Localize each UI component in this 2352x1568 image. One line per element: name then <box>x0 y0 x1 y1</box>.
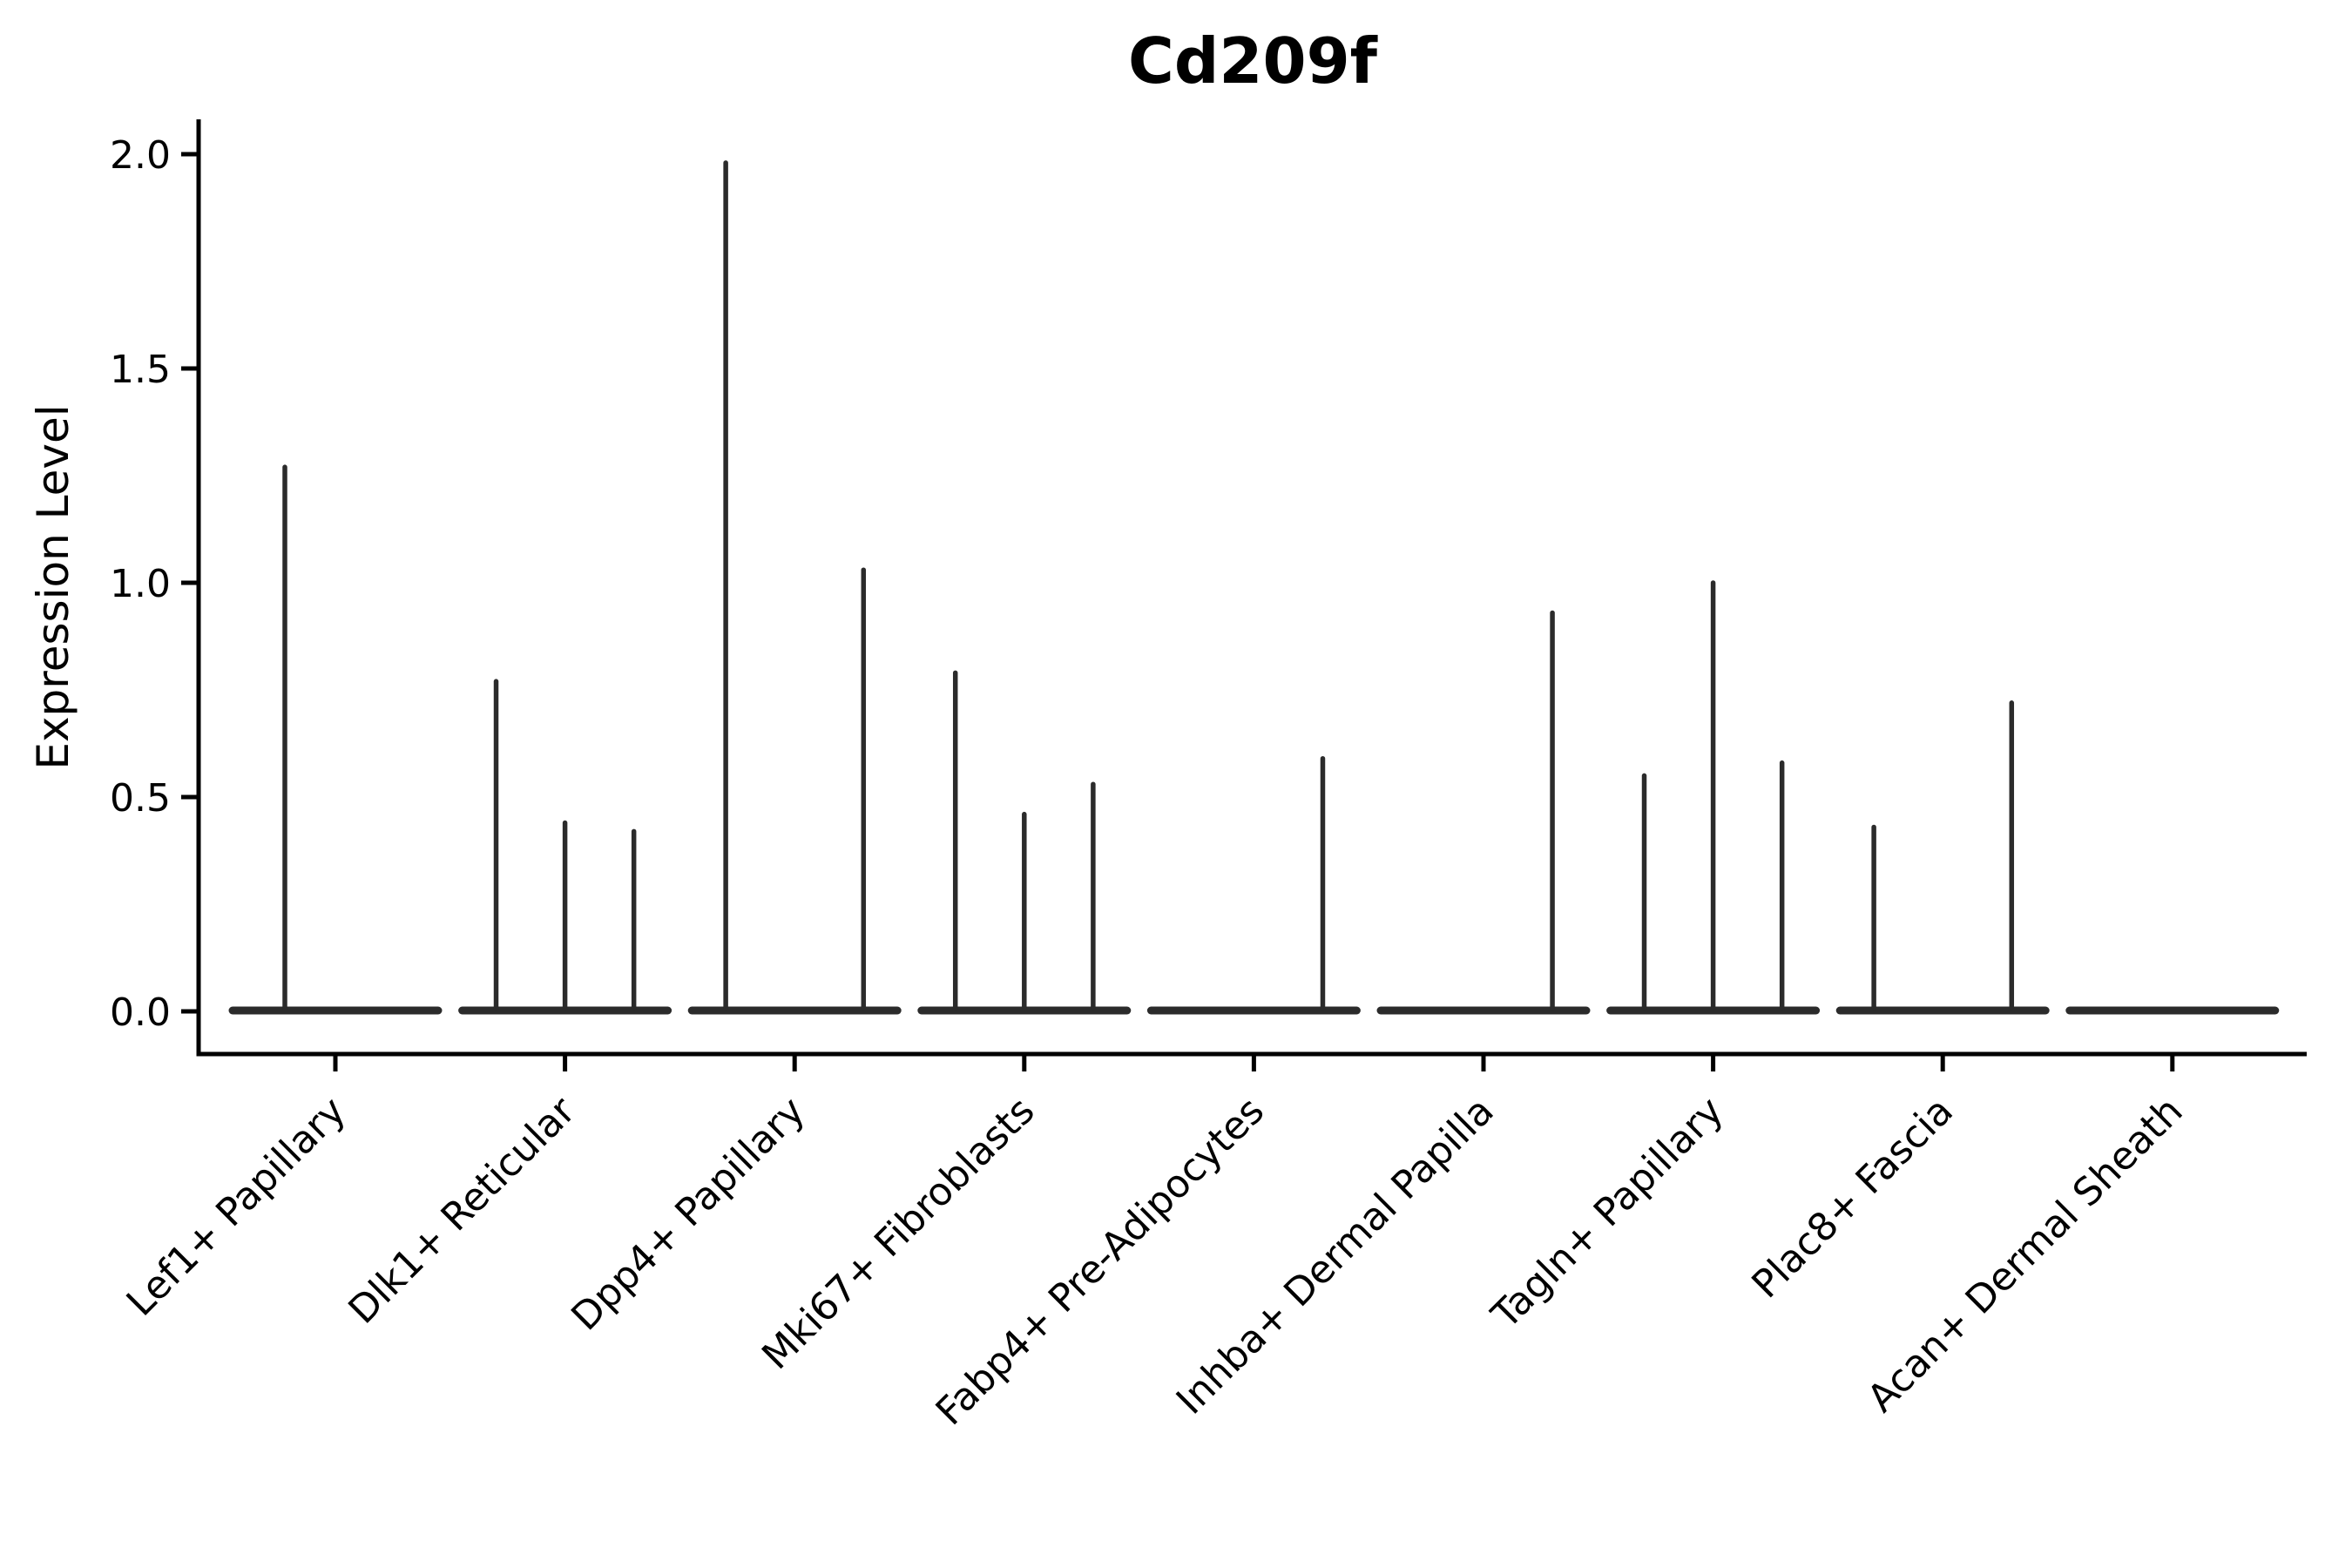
y-tick-label: 0.0 <box>110 990 171 1035</box>
x-tick-label: Tagln+ Papillary <box>1483 1089 1732 1338</box>
y-tick-label: 0.5 <box>110 776 171 821</box>
y-tick-label: 1.5 <box>110 348 171 392</box>
x-tick-label: Plac8+ Fascia <box>1743 1089 1962 1308</box>
y-tick-label: 1.0 <box>110 562 171 606</box>
y-tick-label: 2.0 <box>110 133 171 178</box>
y-axis-label: Expression Level <box>28 404 78 769</box>
violin-layer <box>228 160 2280 1015</box>
x-tick-label: Lef1+ Papillary <box>118 1089 355 1325</box>
x-tick-label: Dpp4+ Papillary <box>563 1089 814 1340</box>
x-tick-label: Dlk1+ Reticular <box>340 1088 585 1333</box>
chart-title: Cd209f <box>1128 24 1378 98</box>
